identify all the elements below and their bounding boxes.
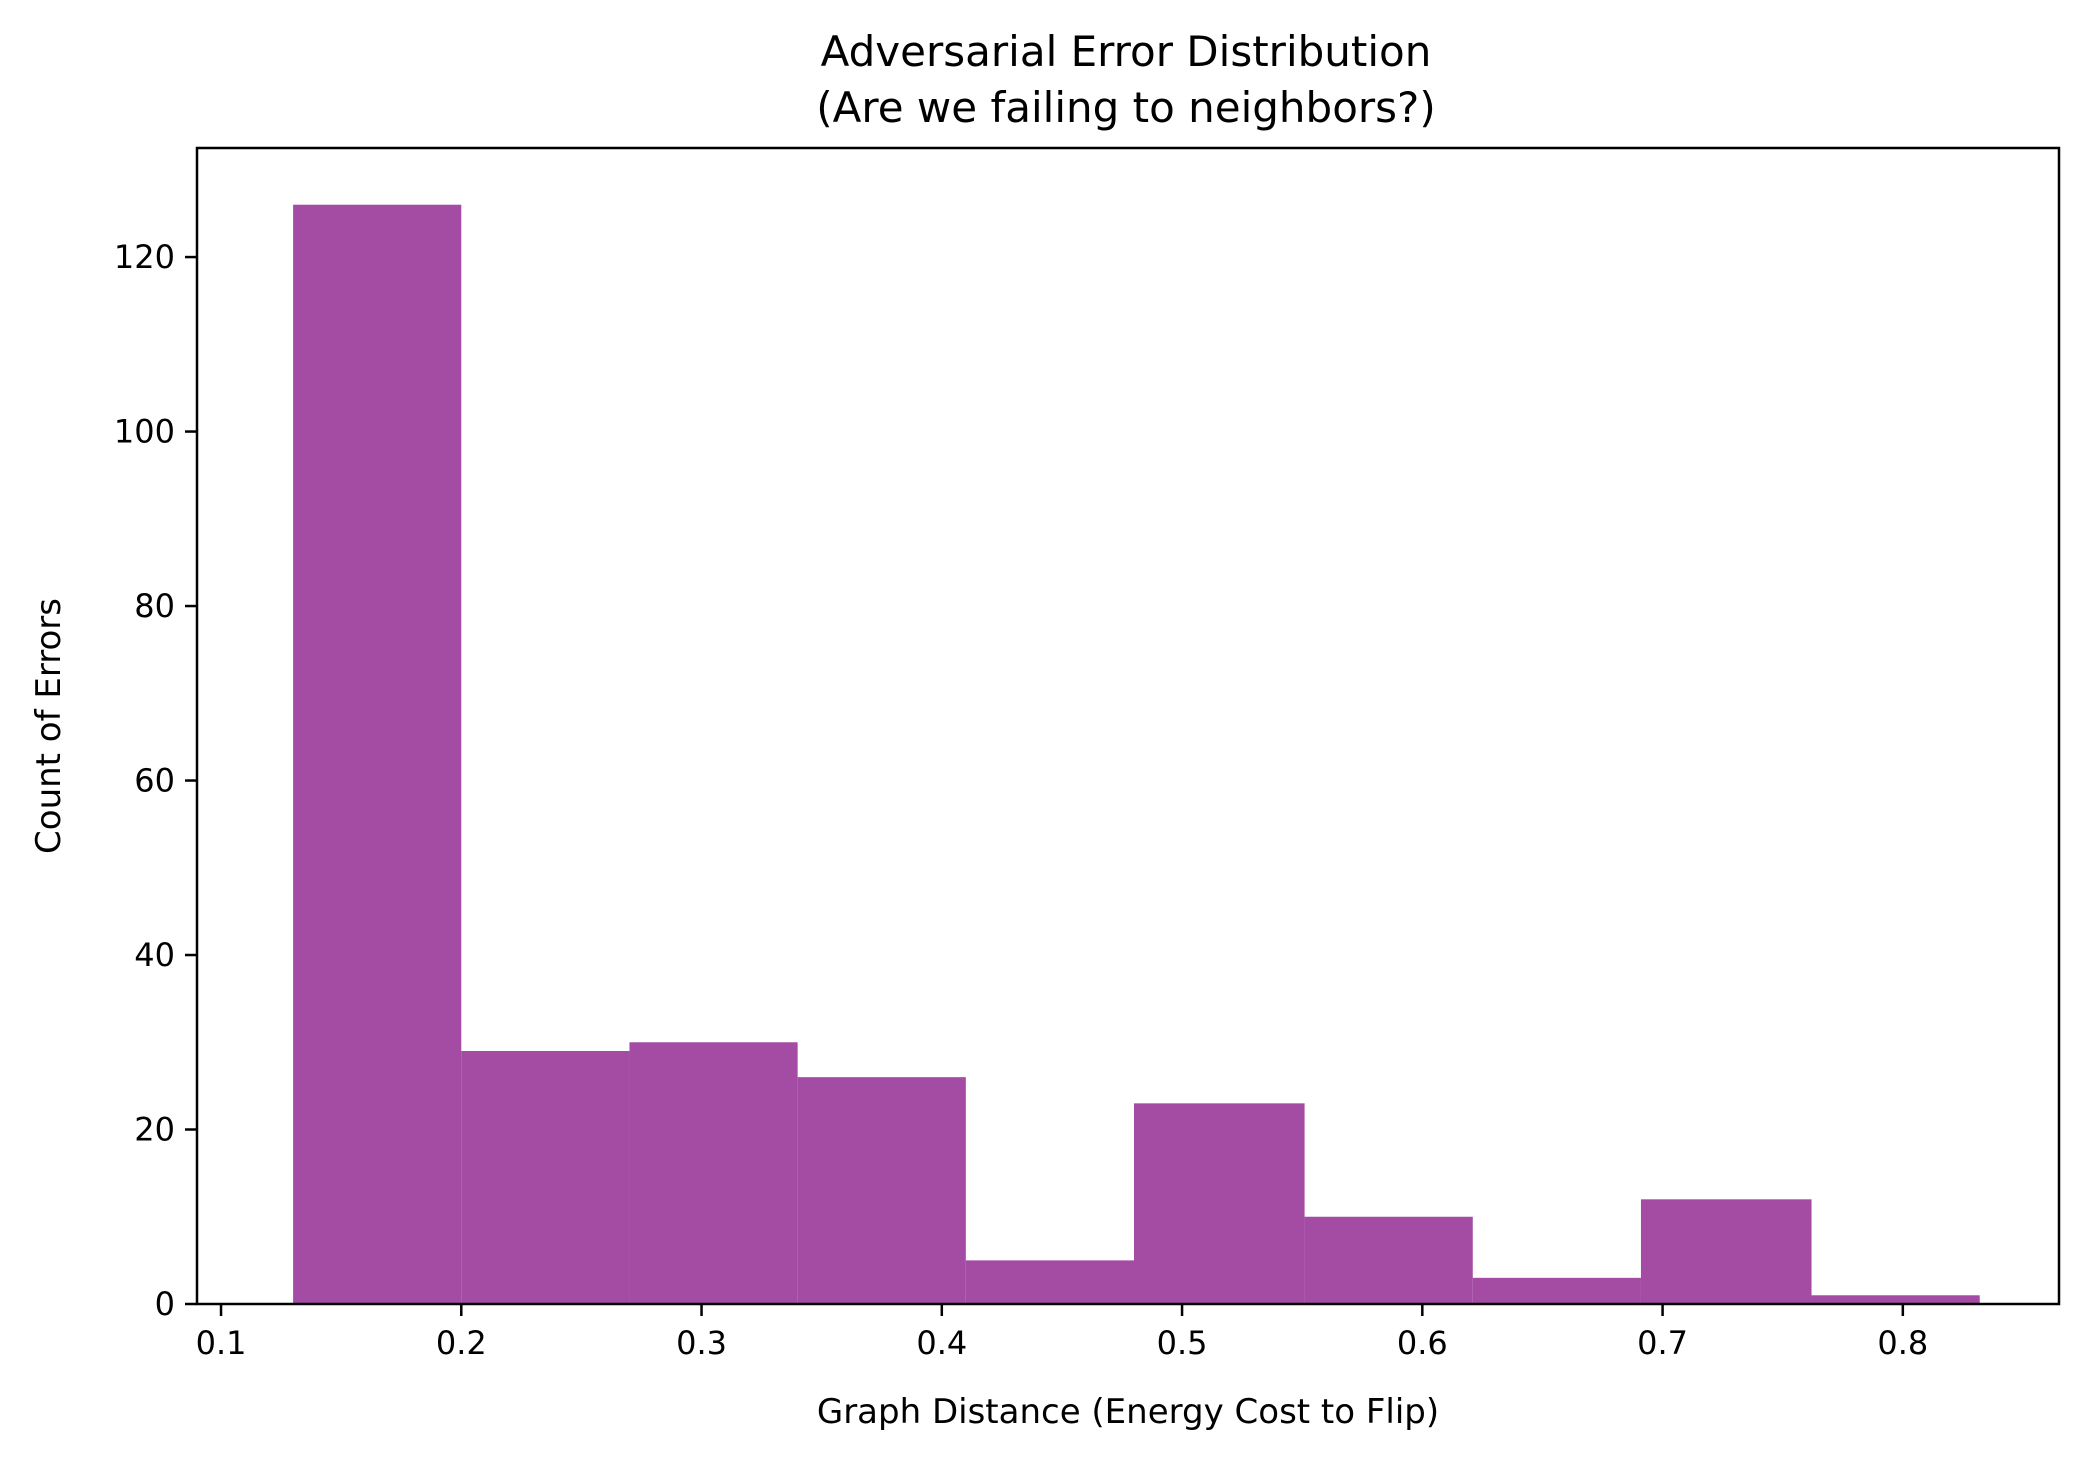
histogram-bar-2 [629, 1042, 798, 1304]
y-tick-label-1: 20 [134, 1111, 175, 1149]
histogram-bar-3 [797, 1077, 966, 1304]
x-tick-label-2: 0.3 [676, 1324, 727, 1362]
histogram-bar-7 [1472, 1277, 1641, 1304]
x-tick-label-0: 0.1 [196, 1324, 247, 1362]
x-tick-label-7: 0.8 [1877, 1324, 1928, 1362]
plot-area-frame [195, 146, 2061, 1306]
histogram-bar-9 [1811, 1295, 1980, 1304]
y-tick-label-0: 0 [155, 1285, 175, 1323]
y-axis-label: Count of Errors [29, 598, 69, 854]
histogram-bar-0 [293, 204, 462, 1304]
histogram-bar-1 [461, 1050, 630, 1304]
y-tick-label-3: 60 [134, 762, 175, 800]
y-axis-ticks: 0 20 40 60 80 100 120 [114, 238, 197, 1323]
y-tick-label-5: 100 [114, 413, 175, 451]
histogram-bar-5 [1134, 1103, 1305, 1304]
x-tick-label-6: 0.7 [1637, 1324, 1688, 1362]
x-tick-label-3: 0.4 [916, 1324, 967, 1362]
x-tick-label-5: 0.6 [1397, 1324, 1448, 1362]
x-tick-label-1: 0.2 [436, 1324, 487, 1362]
y-tick-label-2: 40 [134, 936, 175, 974]
x-axis-ticks: 0.1 0.2 0.3 0.4 0.5 0.6 0.7 0.8 [196, 1304, 1928, 1362]
y-tick-label-4: 80 [134, 587, 175, 625]
x-tick-label-4: 0.5 [1157, 1324, 1208, 1362]
x-axis-label: Graph Distance (Energy Cost to Flip) [817, 1392, 1439, 1432]
histogram-bar-8 [1640, 1199, 1812, 1304]
histogram-bar-4 [965, 1260, 1135, 1304]
y-tick-label-6: 120 [114, 238, 175, 276]
bars-group [293, 204, 1980, 1304]
histogram-bar-6 [1304, 1216, 1473, 1304]
chart-title-line-1: Adversarial Error Distribution [821, 27, 1432, 76]
chart-title-line-2: (Are we failing to neighbors?) [816, 83, 1435, 132]
